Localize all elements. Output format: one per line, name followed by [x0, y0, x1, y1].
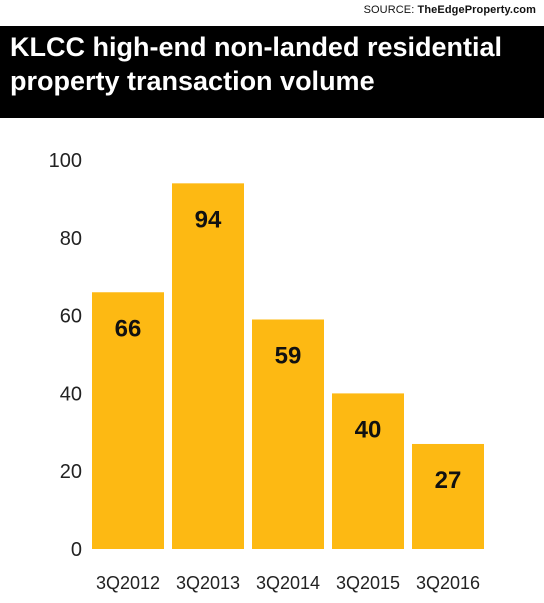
x-axis-ticks: 3Q2012 3Q2013 3Q2014 3Q2015 3Q2016 — [96, 573, 480, 593]
bar-3q2012 — [92, 292, 164, 549]
x-tick-label: 3Q2015 — [336, 573, 400, 593]
chart-title: KLCC high-end non-landed residential pro… — [10, 32, 502, 96]
bar-3q2016 — [412, 443, 484, 549]
source-credit: SOURCE: TheEdgeProperty.com — [364, 4, 536, 16]
y-tick-label: 80 — [60, 228, 82, 250]
y-tick-label: 0 — [71, 539, 82, 561]
y-tick-label: 100 — [49, 150, 82, 172]
y-tick-label: 20 — [60, 461, 82, 483]
x-tick-label: 3Q2012 — [96, 573, 160, 593]
y-tick-label: 40 — [60, 383, 82, 405]
source-name: TheEdgeProperty.com — [417, 4, 536, 16]
source-prefix: SOURCE: — [363, 4, 415, 16]
x-tick-label: 3Q2016 — [416, 573, 480, 593]
title-band: KLCC high-end non-landed residential pro… — [0, 26, 544, 118]
x-tick-label: 3Q2014 — [256, 573, 320, 593]
bars-group — [92, 183, 484, 549]
data-label-3q2012: 66 — [115, 315, 142, 342]
data-label-3q2015: 40 — [355, 416, 382, 443]
bar-3q2014 — [252, 319, 324, 549]
data-label-3q2014: 59 — [275, 342, 302, 369]
bar-3q2013 — [172, 183, 244, 549]
data-labels-group: 66 94 59 40 27 — [115, 206, 462, 494]
y-tick-label: 60 — [60, 306, 82, 328]
data-label-3q2013: 94 — [195, 206, 222, 233]
x-tick-label: 3Q2013 — [176, 573, 240, 593]
y-axis-ticks: 0 20 40 60 80 100 — [49, 150, 82, 561]
bar-3q2015 — [332, 393, 404, 549]
data-label-3q2016: 27 — [435, 467, 462, 494]
